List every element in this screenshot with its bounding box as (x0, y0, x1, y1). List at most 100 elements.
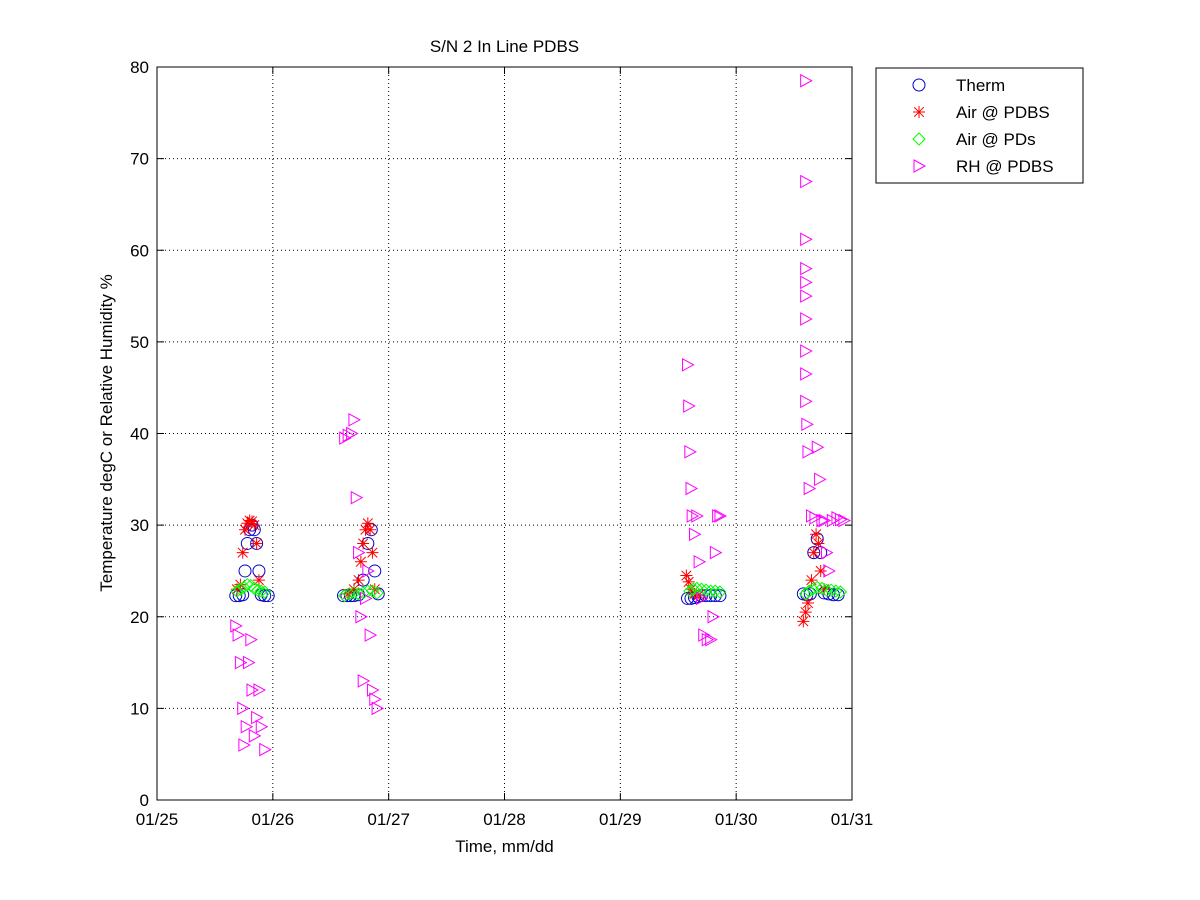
data-point (699, 583, 713, 597)
data-point (237, 580, 251, 595)
legend-marker (912, 132, 926, 146)
data-point (251, 710, 264, 725)
data-point (810, 580, 824, 595)
data-point (800, 174, 813, 189)
plot-area (157, 67, 852, 800)
data-point (362, 564, 375, 578)
y-tick-label: 30 (130, 516, 149, 535)
data-point (238, 564, 252, 578)
data-point (347, 583, 360, 596)
data-point (814, 564, 827, 577)
data-point (800, 232, 813, 247)
data-point (253, 683, 266, 697)
data-point (809, 510, 822, 525)
y-tick-label: 40 (130, 425, 149, 444)
data-point (818, 513, 832, 528)
chart-title: S/N 2 In Line PDBS (430, 37, 579, 56)
data-point (829, 584, 843, 598)
data-point (812, 537, 825, 550)
data-point (232, 628, 246, 642)
x-tick-label: 01/30 (715, 810, 758, 829)
series-2 (230, 577, 848, 603)
data-point (352, 574, 365, 587)
data-point (347, 586, 361, 600)
data-point (814, 472, 827, 487)
data-point (824, 583, 838, 597)
data-point (682, 357, 695, 372)
data-point (801, 417, 814, 432)
data-point (684, 444, 697, 459)
legend-markers (912, 78, 927, 173)
legend-marker (912, 78, 926, 92)
data-point (258, 585, 272, 599)
data-point (805, 574, 818, 587)
data-point (353, 545, 366, 560)
y-tick-label: 0 (140, 791, 149, 810)
data-point (243, 655, 256, 670)
data-point (230, 583, 243, 596)
data-point (800, 289, 813, 303)
data-point (683, 584, 697, 598)
data-point (682, 575, 695, 588)
y-axis-label: Temperature degC or Relative Humidity % (97, 274, 116, 591)
data-point (364, 523, 377, 536)
data-point (254, 584, 268, 598)
data-point (698, 628, 711, 642)
data-point (248, 519, 261, 532)
x-tick-label: 01/26 (252, 810, 295, 829)
data-point (366, 683, 380, 697)
data-point (368, 564, 382, 578)
y-tick-label: 20 (130, 608, 149, 627)
legend-marker (913, 106, 925, 118)
data-point (237, 701, 250, 716)
data-point (713, 585, 727, 599)
data-point (346, 426, 359, 441)
data-point (234, 655, 248, 670)
data-point (350, 490, 364, 505)
data-point (361, 584, 375, 598)
data-point (810, 528, 823, 541)
data-point (800, 394, 813, 409)
data-point (693, 554, 707, 569)
x-tick-label: 01/31 (831, 810, 874, 829)
legend-label-air-pdbs: Air @ PDBS (956, 103, 1050, 122)
data-point (797, 615, 810, 628)
data-point (816, 513, 829, 528)
data-point (712, 509, 725, 523)
data-point (707, 609, 721, 624)
data-point (688, 527, 702, 542)
y-tick-label: 80 (130, 58, 149, 77)
data-point (802, 444, 816, 459)
data-point (819, 583, 834, 597)
data-point (680, 569, 693, 582)
data-point (691, 509, 704, 523)
data-point (230, 619, 243, 633)
data-point (807, 546, 820, 559)
data-point (708, 584, 723, 598)
legend-box (875, 67, 1084, 184)
data-point (365, 584, 380, 598)
legend-marker (913, 159, 927, 173)
data-point (800, 312, 813, 326)
y-tick-label: 70 (130, 150, 149, 169)
data-point (800, 275, 813, 290)
x-axis-label: Time, mm/dd (455, 837, 554, 856)
legend-label-air-pds: Air @ PDs (956, 130, 1036, 149)
data-point (823, 564, 836, 578)
x-tick-label: 01/27 (367, 810, 410, 829)
data-point (230, 584, 244, 598)
data-point (705, 632, 718, 647)
data-point (250, 537, 263, 550)
data-point (803, 481, 817, 496)
legend: Therm Air @ PDBS Air @ PDs RH @ PDBS (875, 67, 1084, 184)
data-point (357, 537, 370, 550)
data-point (703, 584, 718, 598)
legend-label-rh-pdbs: RH @ PDBS (956, 157, 1054, 176)
y-tick-label: 50 (130, 333, 149, 352)
data-point (369, 692, 382, 707)
data-point (818, 583, 831, 596)
x-tick-label: 01/29 (599, 810, 642, 829)
data-point (342, 587, 356, 601)
data-point (240, 577, 255, 592)
